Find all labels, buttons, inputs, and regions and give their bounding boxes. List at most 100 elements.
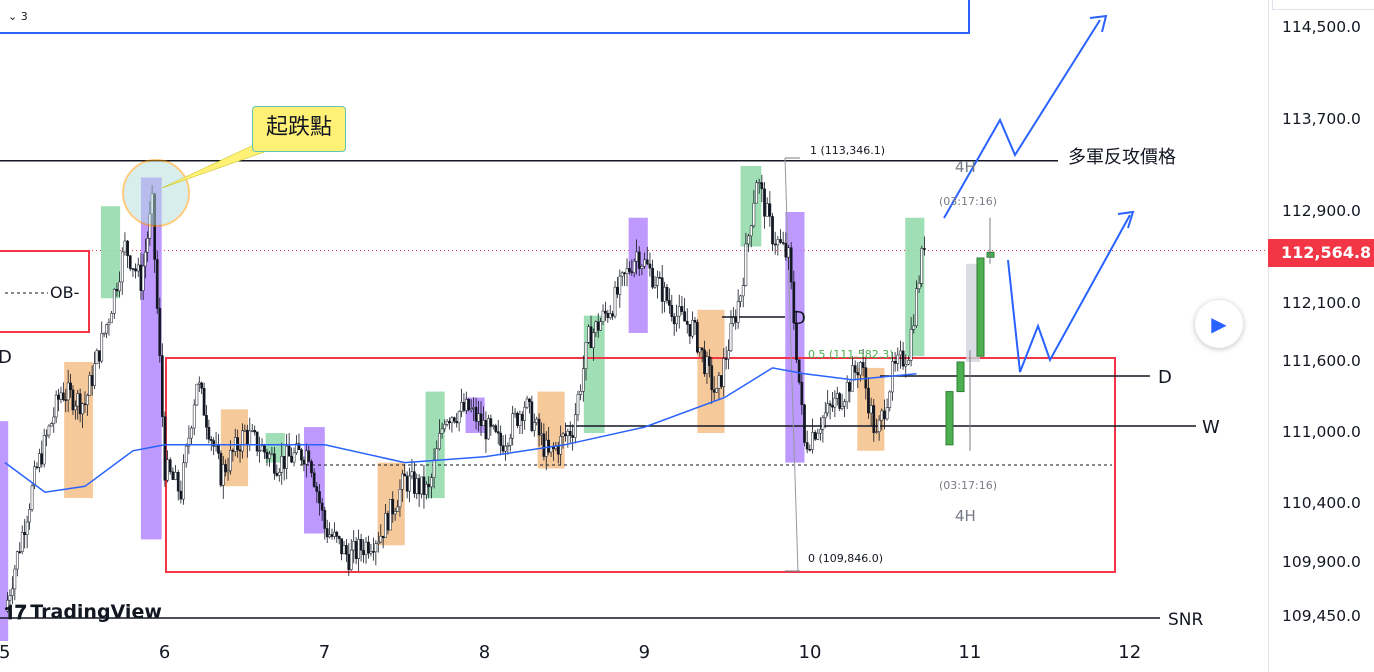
candle-body bbox=[757, 182, 761, 184]
candle-body bbox=[64, 399, 68, 401]
candle-body bbox=[13, 568, 17, 590]
candle-body bbox=[776, 239, 780, 246]
level-label-d-left: D bbox=[0, 347, 12, 368]
projected-candle bbox=[945, 391, 954, 446]
candle-body bbox=[110, 313, 113, 323]
candle-body bbox=[268, 453, 271, 459]
fib-label-05: 0.5 (111,582.3) bbox=[808, 348, 894, 361]
candle-body bbox=[15, 551, 19, 570]
y-tick-label: 114,500.0 bbox=[1282, 18, 1361, 36]
candle-body bbox=[645, 259, 649, 265]
candle-body bbox=[720, 375, 723, 387]
candle-body bbox=[207, 427, 211, 440]
candle-body bbox=[805, 442, 809, 450]
candle-body bbox=[813, 432, 817, 440]
candle-body bbox=[909, 328, 913, 361]
candle-body bbox=[455, 421, 459, 424]
tradingview-logo: 𝟏𝟕 TradingView bbox=[4, 600, 162, 624]
candle-body bbox=[620, 272, 624, 277]
projected-candle bbox=[956, 361, 965, 393]
y-tick-label: 109,900.0 bbox=[1282, 553, 1361, 571]
projection-path bbox=[943, 19, 1101, 219]
candle-body bbox=[163, 416, 167, 481]
candle-body bbox=[640, 265, 644, 269]
candle-body bbox=[680, 306, 684, 312]
play-icon[interactable]: ▶ bbox=[1195, 300, 1243, 348]
tradingview-wordmark: TradingView bbox=[30, 601, 162, 623]
price-chart[interactable] bbox=[0, 0, 1268, 672]
candle-body bbox=[729, 323, 733, 351]
candle-body bbox=[59, 392, 63, 400]
timeframe-label-bottom: 4H bbox=[955, 507, 976, 525]
candle-body bbox=[315, 486, 319, 492]
candle-body bbox=[564, 433, 567, 437]
candle-body bbox=[611, 313, 614, 317]
candle-body bbox=[369, 551, 373, 554]
price-axis[interactable] bbox=[1268, 0, 1374, 672]
candle-body bbox=[11, 588, 14, 596]
candle-body bbox=[656, 277, 659, 286]
candle-body bbox=[584, 342, 588, 369]
candle-body bbox=[95, 350, 99, 364]
candle-body bbox=[525, 398, 529, 408]
candle-body bbox=[450, 417, 454, 423]
candle-body bbox=[467, 399, 471, 411]
candle-body bbox=[838, 393, 842, 409]
candle-body bbox=[573, 414, 577, 438]
candle-body bbox=[38, 453, 41, 468]
candle-body bbox=[345, 545, 348, 555]
candle-body bbox=[280, 456, 284, 473]
x-tick-label: 8 bbox=[478, 642, 491, 663]
candle-body bbox=[848, 382, 852, 392]
candle-body bbox=[592, 332, 595, 348]
projected-candle bbox=[976, 257, 985, 357]
candle-body bbox=[445, 421, 449, 425]
candle-body bbox=[700, 347, 704, 351]
candle-body bbox=[663, 286, 666, 302]
candle-body bbox=[604, 310, 607, 314]
candle-body bbox=[739, 295, 742, 302]
fib-diagonal bbox=[784, 157, 799, 573]
candle-body bbox=[427, 483, 431, 488]
candle-body bbox=[389, 499, 392, 531]
candle-body bbox=[708, 356, 711, 366]
candle-body bbox=[374, 543, 378, 553]
candle-body bbox=[396, 506, 399, 512]
candle-body bbox=[195, 383, 199, 406]
candle-body bbox=[464, 399, 468, 411]
candle-body bbox=[532, 422, 536, 431]
candle-body bbox=[665, 286, 669, 301]
candle-body bbox=[823, 412, 827, 419]
candle-body bbox=[571, 435, 574, 438]
candle-body bbox=[893, 360, 897, 364]
candle-body bbox=[243, 429, 247, 432]
candle-body bbox=[819, 429, 822, 434]
candle-body bbox=[596, 321, 600, 331]
candle-body bbox=[40, 453, 44, 465]
candle-body bbox=[494, 425, 498, 432]
candle-body bbox=[367, 541, 370, 554]
candle-body bbox=[302, 459, 306, 465]
y-tick-label: 109,450.0 bbox=[1282, 607, 1361, 625]
candle-body bbox=[57, 394, 60, 400]
candle-body bbox=[487, 418, 490, 440]
candle-body bbox=[401, 473, 404, 490]
candle-body bbox=[518, 414, 522, 426]
candle-body bbox=[410, 471, 414, 477]
candle-body bbox=[253, 430, 257, 433]
candle-body bbox=[47, 425, 51, 436]
candle-body bbox=[393, 511, 397, 515]
candle-body bbox=[477, 413, 480, 422]
candle-body bbox=[771, 216, 774, 245]
candle-body bbox=[325, 528, 329, 538]
candle-body bbox=[653, 285, 657, 288]
candle-body bbox=[722, 358, 726, 387]
candle-body bbox=[869, 405, 873, 414]
candle-body bbox=[285, 445, 289, 469]
candle-body bbox=[693, 320, 697, 323]
candle-body bbox=[797, 359, 801, 383]
candle-body bbox=[245, 429, 249, 445]
collapse-chevron[interactable]: ⌄ 3 bbox=[8, 10, 28, 23]
candle-body bbox=[88, 375, 92, 396]
projection-arrowhead bbox=[1117, 210, 1135, 229]
